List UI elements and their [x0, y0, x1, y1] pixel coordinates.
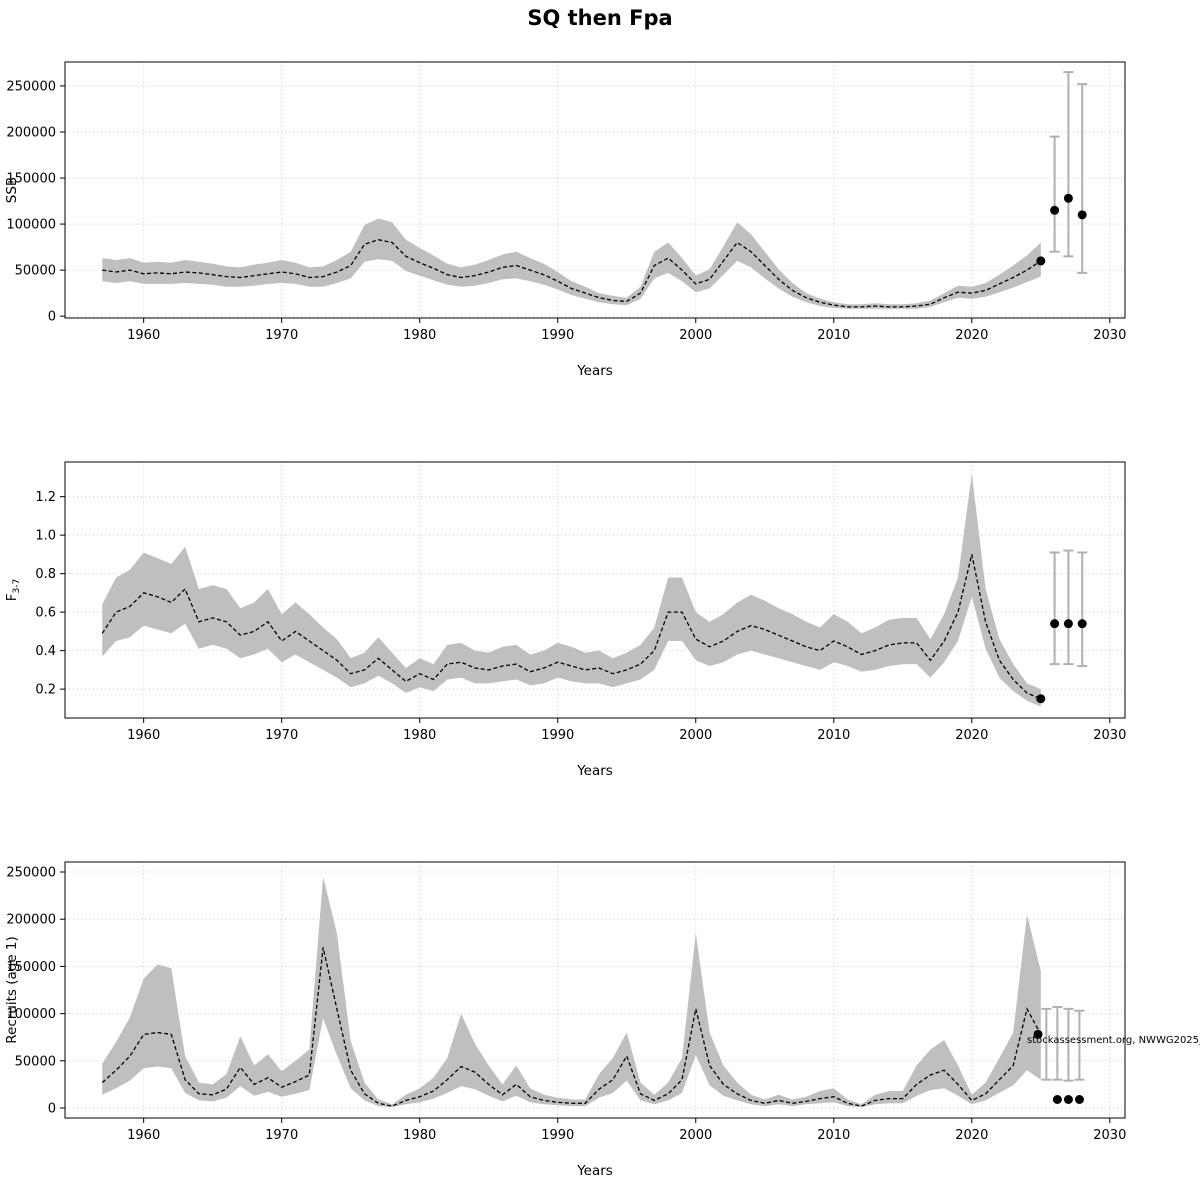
- y-tick-label: 0: [48, 310, 56, 325]
- y-tick-label: 50000: [15, 264, 56, 279]
- confidence-band: [102, 876, 1041, 1108]
- plot-border: [64, 461, 1126, 719]
- confidence-band: [102, 218, 1041, 309]
- watermark-annotation: stockassessment.org, NWWG2025_ha: [1027, 1035, 1200, 1046]
- forecast-point: [1063, 619, 1073, 629]
- estimate-line: [102, 239, 1042, 308]
- forecast-point: [1063, 1094, 1073, 1104]
- x-tick-label: 1960: [127, 328, 160, 343]
- y-tick-label: 200000: [6, 125, 56, 140]
- x-axis: 1960 1970 1980 1990 2000 2010 2020 2030: [127, 718, 1126, 743]
- plot-border: [64, 861, 1126, 1119]
- x-tick-label: 2000: [679, 328, 712, 343]
- forecast-error-bars: [1049, 549, 1088, 668]
- y-tick-label: 200000: [6, 913, 56, 928]
- y-axis: 0 50000 100000 150000 200000 250000: [6, 79, 65, 325]
- y-tick-label: 0.6: [35, 606, 56, 621]
- y-tick-label: 150000: [6, 960, 56, 975]
- forecast-error-bars: [1049, 71, 1088, 274]
- panel-fbar: 1960 1970 1980 1990 2000 2010 2020 20300.20.40.…: [4, 461, 1126, 779]
- y-tick-label: 1.2: [35, 490, 56, 505]
- confidence-band: [102, 473, 1041, 707]
- y-axis-title: F3-7: [4, 579, 22, 601]
- x-tick-label: 1970: [265, 1128, 298, 1143]
- forecast-point: [1050, 205, 1060, 215]
- forecast-point: [1050, 619, 1060, 629]
- forecast-point: [1074, 1094, 1084, 1104]
- panel-recruits: 1960 1970 1980 1990 2000 2010 2020 2030 0 50000 10…: [4, 861, 1200, 1179]
- x-tick-label: 2010: [817, 728, 850, 743]
- y-tick-label: 0.8: [35, 567, 56, 582]
- y-tick-label: 0.2: [35, 683, 56, 698]
- y-axis-title: SSB: [4, 177, 20, 203]
- estimate-line: [101, 947, 1042, 1107]
- forecast-error-bars: [1041, 1005, 1085, 1082]
- y-tick-label: 0: [48, 1101, 56, 1116]
- x-axis: 1960 1970 1980 1990 2000 2010 2020 2030: [127, 318, 1126, 343]
- x-tick-label: 2010: [817, 1128, 850, 1143]
- x-tick-label: 1960: [127, 728, 160, 743]
- y-tick-label: 50000: [15, 1054, 56, 1069]
- chart-canvas: 1960 1970 1980 1990 2000 2010 2020 2030 0 50000 10…: [4, 61, 1200, 1179]
- x-tick-label: 1980: [403, 328, 436, 343]
- x-tick-label: 2000: [679, 728, 712, 743]
- x-tick-label: 2020: [955, 728, 988, 743]
- y-tick-label: 0.4: [35, 644, 56, 659]
- y-tick-label: 250000: [6, 866, 56, 881]
- y-tick-label: 250000: [6, 79, 56, 94]
- estimate-line: [101, 554, 1042, 700]
- x-tick-label: 1970: [265, 728, 298, 743]
- y-tick-label: 1.0: [35, 529, 56, 544]
- x-tick-label: 1960: [127, 1128, 160, 1143]
- panel-ssb: 1960 1970 1980 1990 2000 2010 2020 2030 0 50000 10…: [4, 61, 1126, 379]
- forecast-point: [1063, 193, 1073, 203]
- forecast-point: [1077, 210, 1087, 220]
- terminal-estimate-point: [1036, 256, 1046, 266]
- x-tick-label: 2020: [955, 328, 988, 343]
- y-axis: 0.2 0.4 0.6 0.8 1.0 1.2: [35, 490, 65, 698]
- x-tick-label: 1990: [541, 728, 574, 743]
- y-axis: 0 50000 100000 150000 200000 250000: [6, 866, 65, 1116]
- x-tick-label: 2020: [955, 1128, 988, 1143]
- x-tick-label: 2000: [679, 1128, 712, 1143]
- x-tick-label: 2030: [1093, 328, 1126, 343]
- forecast-point: [1052, 1094, 1062, 1104]
- x-tick-label: 2010: [817, 328, 850, 343]
- y-axis-title: Recruits (age 1): [4, 936, 20, 1044]
- x-axis-title: Years: [576, 363, 613, 379]
- y-tick-label: 100000: [6, 1007, 56, 1022]
- terminal-estimate-point: [1036, 694, 1046, 704]
- forecast-point: [1077, 619, 1087, 629]
- plot-border: [64, 61, 1126, 319]
- x-tick-label: 1980: [403, 1128, 436, 1143]
- x-tick-label: 1990: [541, 328, 574, 343]
- x-tick-label: 1970: [265, 328, 298, 343]
- x-tick-label: 1990: [541, 1128, 574, 1143]
- x-tick-label: 2030: [1093, 1128, 1126, 1143]
- y-tick-label: 150000: [6, 172, 56, 187]
- x-tick-label: 2030: [1093, 728, 1126, 743]
- x-axis: 1960 1970 1980 1990 2000 2010 2020 2030: [127, 1118, 1126, 1143]
- terminal-estimate-point: [1033, 1029, 1043, 1039]
- chart-title: SQ then Fpa: [527, 6, 673, 30]
- x-tick-label: 1980: [403, 728, 436, 743]
- x-axis-title: Years: [576, 1163, 613, 1179]
- x-axis-title: Years: [576, 763, 613, 779]
- y-tick-label: 100000: [6, 218, 56, 233]
